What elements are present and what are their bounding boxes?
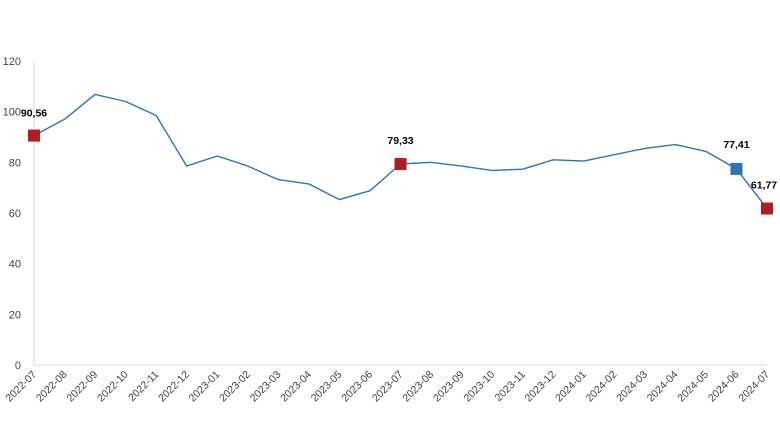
- y-tick-label: 80: [9, 157, 21, 169]
- data-label: 90,56: [21, 108, 47, 120]
- labels-layer: 90,56 79,33 77,41 61,77: [21, 108, 777, 192]
- markers-layer: [28, 129, 773, 215]
- y-tick-label: 60: [9, 208, 21, 220]
- y-tick-label: 40: [9, 259, 21, 271]
- highlight-marker: [28, 129, 40, 142]
- y-tick-label: 20: [9, 309, 21, 321]
- highlight-marker: [394, 158, 407, 171]
- highlight-marker: [730, 162, 743, 175]
- y-tick-label: 100: [3, 107, 21, 119]
- data-label: 61,77: [751, 180, 777, 192]
- y-tick-label: 120: [3, 56, 21, 68]
- data-label: 79,33: [387, 135, 413, 147]
- data-label: 77,41: [723, 139, 749, 151]
- y-tick-label: 0: [15, 360, 21, 372]
- highlight-marker: [761, 202, 773, 215]
